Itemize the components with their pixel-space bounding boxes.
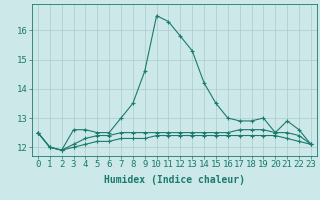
X-axis label: Humidex (Indice chaleur): Humidex (Indice chaleur) [104,175,245,185]
